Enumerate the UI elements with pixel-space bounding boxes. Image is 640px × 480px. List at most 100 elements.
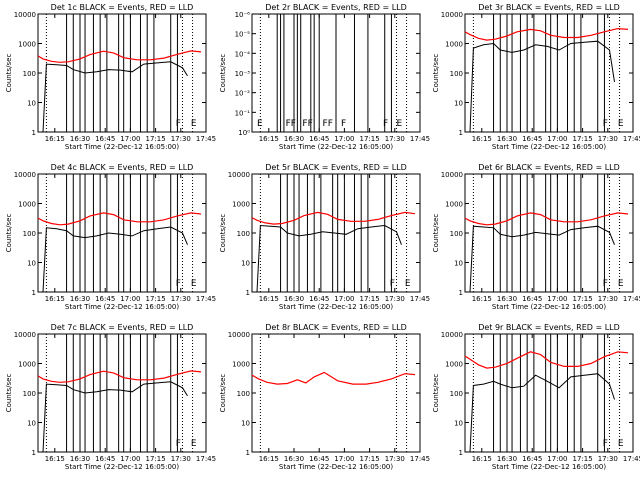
x-axis-label: Start Time (22-Dec-12 16:05:00) [279,463,393,471]
x-tick-label: 16:15 [45,295,65,303]
panel-title: Det 6r BLACK = Events, RED = LLD [478,163,620,172]
lld-rate-line [251,371,416,385]
y-tick-label: 10⁻⁴ [235,50,251,58]
plot-frame [464,13,634,133]
flag-label: F [176,439,181,449]
y-tick-label: 1 [459,129,463,137]
flag-label: E [618,439,624,449]
x-tick-label: 17:30 [385,455,405,463]
x-tick-label: 16:45 [309,295,329,303]
flag-label: F [176,119,181,129]
y-axis-label: Counts/sec [219,214,227,253]
panel-title: Det 7c BLACK = Events, RED = LLD [51,323,194,332]
panel-title: Det 3r BLACK = Events, RED = LLD [478,3,620,12]
panel-9: 1 10 100 1000 10000 16:15 16:30 16:45 17:00 17:15… [432,323,640,471]
y-tick-label: 10⁻² [235,90,251,98]
flag-label: F [390,279,395,289]
x-tick-label: 16:15 [472,135,492,143]
y-tick-label: 1 [246,289,250,297]
x-tick-label: 17:45 [196,455,216,463]
x-axis-label: Start Time (22-Dec-12 16:05:00) [492,463,606,471]
x-tick-label: 16:15 [45,135,65,143]
y-tick-label: 10000 [441,171,463,179]
lld-rate-line [464,351,629,369]
flag-label: E [191,439,197,449]
flag-label: F [603,439,608,449]
y-axis-label: Counts/sec [432,374,440,413]
x-axis-label: Start Time (22-Dec-12 16:05:00) [279,303,393,311]
y-tick-label: 10000 [14,11,36,19]
y-tick-label: 100 [237,230,250,238]
x-tick-label: 16:30 [70,135,90,143]
lld-rate-line [37,50,202,63]
panel-6: 1 10 100 1000 10000 16:15 16:30 16:45 17:00 17:15… [432,163,640,311]
plot-frame [37,13,207,133]
x-tick-label: 16:15 [472,455,492,463]
panel-7: 1 10 100 1000 10000 16:15 16:30 16:45 17:00 17:15… [5,323,216,471]
x-axis-label: Start Time (22-Dec-12 16:05:00) [65,303,179,311]
panel-2: 10⁰ 10⁻¹ 10⁻² 10⁻³ 10⁻⁴ 10⁻⁵ 10⁻⁶ 16:15 16:30 16:… [219,3,430,151]
y-tick-label: 1000 [445,361,463,369]
y-tick-label: 10 [27,100,36,108]
x-tick-label: 17:15 [573,295,593,303]
y-tick-label: 1 [32,129,36,137]
flag-label: E [191,119,197,129]
x-tick-label: 16:15 [259,135,279,143]
lld-rate-line [464,27,629,41]
panel-title: Det 9r BLACK = Events, RED = LLD [478,323,620,332]
x-tick-label: 17:45 [623,135,640,143]
y-tick-label: 1000 [18,41,36,49]
x-tick-label: 17:30 [385,135,405,143]
x-tick-label: 17:15 [360,455,380,463]
y-tick-label: 10000 [228,331,250,339]
x-tick-label: 17:00 [120,135,140,143]
y-tick-label: 10⁻¹ [235,109,251,117]
x-tick-label: 17:30 [598,295,618,303]
x-tick-label: 16:30 [70,455,90,463]
y-tick-label: 1000 [18,201,36,209]
y-tick-label: 100 [23,390,36,398]
y-tick-label: 1 [459,289,463,297]
flag-label: F [383,119,388,129]
flag-label: FF [323,119,333,129]
events-rate-line [42,61,188,133]
plot-frame [37,173,207,293]
plot-frame [464,173,634,293]
y-tick-label: 10000 [14,331,36,339]
flag-label: E [191,279,197,289]
x-tick-label: 16:15 [472,295,492,303]
x-tick-label: 16:45 [95,455,115,463]
x-tick-label: 17:15 [146,455,166,463]
y-axis-label: Counts/sec [219,374,227,413]
events-rate-line [256,224,402,293]
y-tick-label: 10⁻⁵ [235,31,251,39]
y-tick-label: 10⁰ [238,129,250,137]
y-tick-label: 1 [459,449,463,457]
flag-label: F [603,279,608,289]
flag-label: F [341,119,346,129]
y-tick-label: 10 [27,420,36,428]
x-tick-label: 17:30 [171,455,191,463]
y-tick-label: 100 [23,230,36,238]
y-tick-label: 1000 [445,201,463,209]
x-tick-label: 17:45 [410,135,430,143]
y-tick-label: 10⁻⁶ [235,11,251,19]
x-tick-label: 16:30 [284,135,304,143]
y-tick-label: 1 [32,449,36,457]
y-axis-label: Counts/sec [219,54,227,93]
x-tick-label: 17:45 [410,455,430,463]
x-tick-label: 16:45 [309,135,329,143]
plot-frame [251,333,421,453]
x-tick-label: 16:30 [284,295,304,303]
y-tick-label: 10 [454,100,463,108]
events-rate-line [42,226,188,293]
x-tick-label: 17:00 [120,455,140,463]
x-tick-label: 17:00 [547,295,567,303]
x-tick-label: 17:00 [334,295,354,303]
x-tick-label: 16:45 [522,455,542,463]
x-tick-label: 17:00 [334,455,354,463]
lld-rate-line [37,212,202,226]
lld-rate-line [37,370,202,383]
